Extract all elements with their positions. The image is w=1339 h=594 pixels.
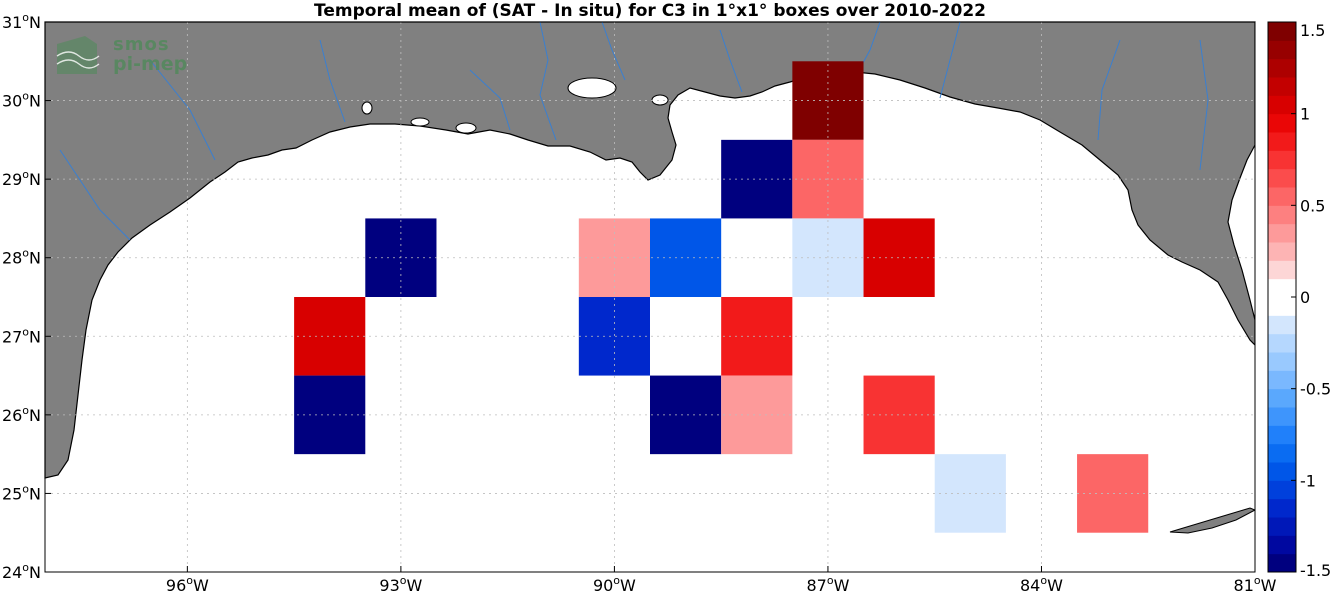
colorbar-segment	[1268, 260, 1296, 280]
tick-label: 28oN	[2, 247, 41, 268]
colorbar-segment	[1268, 517, 1296, 536]
colorbar-segment	[1268, 22, 1296, 41]
tick-label: 93oW	[379, 574, 422, 594]
rivers	[59, 21, 1209, 241]
lake-small-3	[361, 101, 373, 115]
data-cell	[650, 218, 722, 297]
plot-frame	[44, 21, 1256, 573]
colorbar-segment	[1268, 535, 1296, 555]
colorbar-segment	[1268, 113, 1296, 133]
tick-label: 25oN	[2, 482, 41, 503]
tick-label: 84oW	[1020, 574, 1063, 594]
tick-label: 90oW	[593, 574, 636, 594]
colorbar-segment	[1268, 223, 1296, 243]
colorbar-segment	[1268, 480, 1296, 500]
lake-small-2	[455, 122, 477, 134]
colorbar-segment	[1268, 40, 1296, 60]
chart-title: Temporal mean of (SAT - In situ) for C3 …	[314, 1, 986, 21]
tick-label: 87oW	[806, 574, 849, 594]
data-cell	[721, 139, 793, 219]
logo-text-pimep: pi-mep	[113, 53, 188, 75]
logo-text-smos: smos	[113, 34, 170, 55]
colorbar-segment	[1268, 370, 1296, 390]
tick-label: 24oN	[2, 561, 41, 582]
florida-keys	[1169, 507, 1257, 534]
colorbar-segment	[1268, 77, 1296, 96]
lake-small-1	[410, 117, 430, 127]
lake-pontchartrain	[567, 77, 617, 99]
colorbar-segment	[1268, 150, 1296, 170]
tick-label: 26oN	[2, 404, 41, 425]
colorbar-segment	[1268, 297, 1296, 316]
colorbar-segment	[1268, 205, 1296, 225]
land-north-coast	[44, 21, 1256, 479]
colorbar-segment	[1268, 388, 1296, 408]
colorbar-segment	[1268, 333, 1296, 353]
lake-small-4	[651, 94, 669, 106]
colorbar-segment	[1268, 58, 1296, 78]
data-cell	[294, 297, 366, 376]
data-cell	[294, 375, 366, 455]
colorbar	[1268, 22, 1296, 573]
colorbar-segment	[1268, 95, 1296, 115]
logo-waves-icon	[56, 36, 100, 74]
colorbar-segment	[1268, 278, 1296, 298]
colorbar-segment	[1268, 443, 1296, 463]
colorbar-segment	[1268, 315, 1296, 335]
data-cell	[721, 297, 793, 376]
colorbar-segment	[1268, 132, 1296, 151]
colorbar-segment	[1268, 425, 1296, 445]
colorbar-segment	[1268, 407, 1296, 426]
colorbar-segment	[1268, 187, 1296, 206]
land-layer	[44, 21, 1257, 572]
colorbar-tick-label: -1.5	[1300, 561, 1331, 580]
colorbar-tick-label: -0.5	[1300, 380, 1331, 399]
data-cells	[294, 61, 1149, 533]
tick-label: 81oW	[1234, 574, 1277, 594]
colorbar-tick-label: 0	[1300, 288, 1310, 307]
x-axis-ticks: 96oW 93oW 90oW 87oW 84oW 81oW	[166, 566, 1277, 594]
colorbar-tick-label: 1	[1300, 105, 1310, 124]
colorbar-tick-label: 0.5	[1300, 196, 1325, 215]
data-cell	[721, 375, 793, 455]
smos-pimep-logo: smos pi-mep	[55, 32, 195, 80]
colorbar-segment	[1268, 352, 1296, 371]
colorbar-segment	[1268, 498, 1296, 518]
colorbar-tick-label: -1	[1300, 471, 1316, 490]
data-cell	[1077, 454, 1149, 533]
colorbar-segment	[1268, 553, 1296, 573]
colorbar-segment	[1268, 462, 1296, 481]
colorbar-segment	[1268, 242, 1296, 261]
colorbar-tick-label: 1.5	[1300, 21, 1325, 40]
colorbar-segment	[1268, 168, 1296, 188]
data-cell	[650, 375, 722, 455]
tick-label: 29oN	[2, 168, 41, 189]
tick-label: 96oW	[166, 574, 209, 594]
tick-label: 27oN	[2, 325, 41, 346]
colorbar-ticks: 1.5 1 0.5 0 -0.5 -1 -1.5	[1291, 21, 1331, 580]
tick-label: 30oN	[2, 90, 41, 111]
y-axis-ticks: 24oN 25oN 26oN 27oN 28oN 29oN 30oN 31oN	[2, 11, 51, 582]
tick-label: 31oN	[2, 11, 41, 32]
